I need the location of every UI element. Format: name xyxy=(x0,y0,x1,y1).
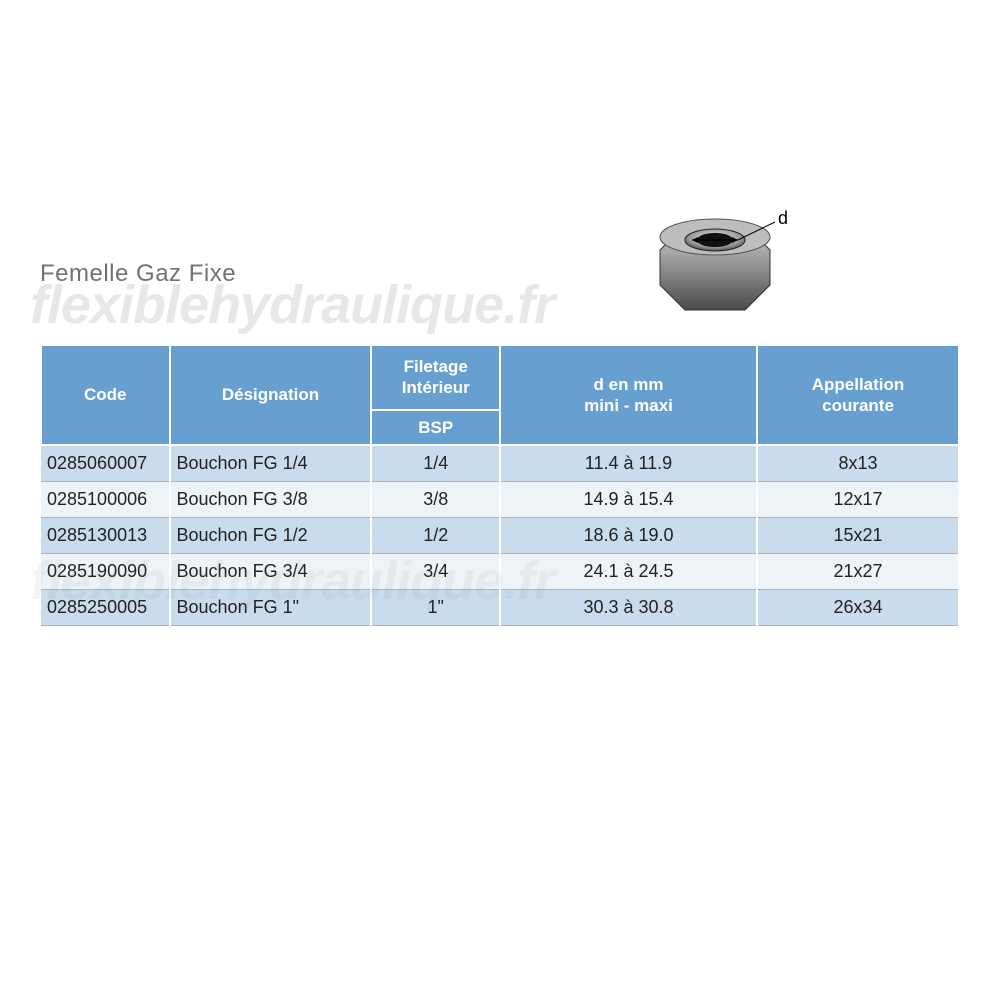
cell-code: 0285060007 xyxy=(41,445,170,482)
cell-appellation: 12x17 xyxy=(757,481,959,517)
cell-filetage: 3/4 xyxy=(371,553,500,589)
cell-appellation: 8x13 xyxy=(757,445,959,482)
cell-filetage: 1/2 xyxy=(371,517,500,553)
th-d-mm: d en mm mini - maxi xyxy=(500,345,757,445)
cell-d_mm: 30.3 à 30.8 xyxy=(500,589,757,625)
th-designation: Désignation xyxy=(170,345,372,445)
th-appellation: Appellation courante xyxy=(757,345,959,445)
table-body: 0285060007Bouchon FG 1/41/411.4 à 11.98x… xyxy=(41,445,959,626)
cell-designation: Bouchon FG 1" xyxy=(170,589,372,625)
cell-designation: Bouchon FG 1/2 xyxy=(170,517,372,553)
th-app-line1: Appellation xyxy=(812,375,905,394)
spec-table: Code Désignation Filetage Intérieur d en… xyxy=(40,344,960,626)
th-filetage-label: Filetage Intérieur xyxy=(402,357,470,397)
th-d-line2: mini - maxi xyxy=(584,396,673,415)
cell-appellation: 21x27 xyxy=(757,553,959,589)
cell-appellation: 26x34 xyxy=(757,589,959,625)
th-app-line2: courante xyxy=(822,396,894,415)
cell-filetage: 3/8 xyxy=(371,481,500,517)
cell-filetage: 1/4 xyxy=(371,445,500,482)
th-filetage-sub: BSP xyxy=(371,410,500,445)
table-row: 0285100006Bouchon FG 3/83/814.9 à 15.412… xyxy=(41,481,959,517)
cell-designation: Bouchon FG 1/4 xyxy=(170,445,372,482)
cell-code: 0285250005 xyxy=(41,589,170,625)
cell-d_mm: 14.9 à 15.4 xyxy=(500,481,757,517)
cell-code: 0285130013 xyxy=(41,517,170,553)
cell-designation: Bouchon FG 3/4 xyxy=(170,553,372,589)
table-row: 0285250005Bouchon FG 1"1"30.3 à 30.826x3… xyxy=(41,589,959,625)
cell-d_mm: 11.4 à 11.9 xyxy=(500,445,757,482)
table-row: 0285190090Bouchon FG 3/43/424.1 à 24.521… xyxy=(41,553,959,589)
cell-appellation: 15x21 xyxy=(757,517,959,553)
cell-d_mm: 24.1 à 24.5 xyxy=(500,553,757,589)
cell-code: 0285190090 xyxy=(41,553,170,589)
th-code: Code xyxy=(41,345,170,445)
cell-code: 0285100006 xyxy=(41,481,170,517)
hex-nut-illustration: d xyxy=(630,190,810,330)
th-filetage: Filetage Intérieur xyxy=(371,345,500,410)
th-d-line1: d en mm xyxy=(594,375,664,394)
document-body: Femelle Gaz Fixe flexiblehydraulique.fr … xyxy=(40,260,960,626)
table-row: 0285060007Bouchon FG 1/41/411.4 à 11.98x… xyxy=(41,445,959,482)
dimension-label: d xyxy=(778,208,788,228)
table-header: Code Désignation Filetage Intérieur d en… xyxy=(41,345,959,445)
cell-designation: Bouchon FG 3/8 xyxy=(170,481,372,517)
page-title: Femelle Gaz Fixe xyxy=(40,260,960,288)
cell-filetage: 1" xyxy=(371,589,500,625)
table-row: 0285130013Bouchon FG 1/21/218.6 à 19.015… xyxy=(41,517,959,553)
cell-d_mm: 18.6 à 19.0 xyxy=(500,517,757,553)
